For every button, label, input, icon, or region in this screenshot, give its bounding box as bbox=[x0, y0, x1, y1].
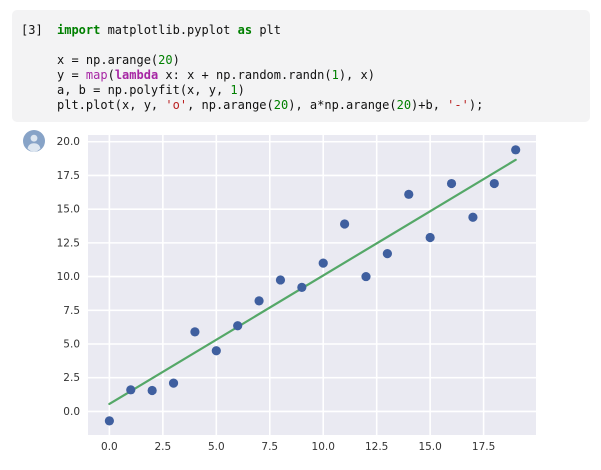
code-token: ) bbox=[237, 83, 245, 97]
code-token: 1 bbox=[331, 68, 339, 82]
code-token: as bbox=[237, 23, 253, 37]
code-token: 'o' bbox=[165, 98, 188, 112]
avatar-svg bbox=[23, 130, 45, 152]
code-token: matplotlib.pyplot bbox=[100, 23, 238, 37]
scatter-point bbox=[147, 385, 157, 396]
x-tick-label: 7.5 bbox=[261, 441, 278, 453]
code-token: import bbox=[57, 23, 101, 37]
code-token: ), a*np.arange( bbox=[288, 98, 397, 112]
x-tick-label: 0.0 bbox=[101, 441, 118, 453]
scatter-point bbox=[318, 258, 328, 268]
code-token: 1 bbox=[230, 83, 238, 97]
code-line bbox=[57, 38, 582, 53]
code-token: ( bbox=[107, 68, 115, 82]
scatter-point bbox=[489, 178, 499, 189]
code-token: map bbox=[85, 68, 108, 82]
x-tick-label: 12.5 bbox=[365, 441, 388, 453]
scatter-point bbox=[446, 178, 457, 189]
code-token: ) bbox=[172, 53, 180, 67]
scatter-point bbox=[233, 321, 243, 331]
scatter-point bbox=[361, 271, 371, 282]
code-token: 20 bbox=[273, 98, 289, 112]
fit-line bbox=[108, 158, 517, 406]
y-tick-label: 10.0 bbox=[57, 271, 80, 283]
code-token: 20 bbox=[158, 53, 173, 67]
scatter-point bbox=[297, 282, 307, 292]
code-cell[interactable]: [3] import matplotlib.pyplot as plt x = … bbox=[12, 10, 590, 122]
scatter-point bbox=[468, 212, 478, 222]
matplotlib-chart: 0.0 2.5 5.0 7.5 10.0 12.5 15.0 17.5 20.0 0.0 2.5 5.… bbox=[57, 135, 536, 453]
code-token: ); bbox=[468, 98, 484, 112]
code-token: , np.arange( bbox=[187, 98, 274, 112]
code-line: x = np.arange(20) bbox=[57, 53, 582, 68]
code-token: ), x) bbox=[338, 68, 375, 82]
scatter-point bbox=[425, 232, 435, 243]
code-token: y = bbox=[57, 68, 86, 82]
y-tick-label: 0.0 bbox=[63, 406, 80, 418]
scatter-point bbox=[104, 416, 114, 426]
code-line: y = map(lambda x: x + np.random.randn(1)… bbox=[57, 68, 582, 83]
scatter-point bbox=[190, 327, 200, 337]
code-token: 20 bbox=[396, 98, 412, 112]
x-tick-label: 15.0 bbox=[418, 441, 441, 453]
output-area: 0.0 2.5 5.0 7.5 10.0 12.5 15.0 17.5 20.0 0.0 2.5 5.… bbox=[0, 122, 601, 470]
code-token: a, b = np.polyfit(x, y, bbox=[57, 83, 231, 97]
code-token: x = np.arange( bbox=[57, 53, 159, 67]
y-tick-label: 5.0 bbox=[63, 338, 80, 350]
execution-count: [3] bbox=[21, 23, 43, 37]
x-tick-label: 5.0 bbox=[208, 441, 225, 453]
code-token: lambda bbox=[114, 68, 159, 82]
scatter-point bbox=[404, 189, 414, 199]
y-tick-label: 2.5 bbox=[63, 372, 80, 384]
y-tick-label: 20.0 bbox=[57, 136, 80, 148]
scatter-point bbox=[126, 385, 136, 395]
x-tick-label: 17.5 bbox=[472, 441, 495, 453]
scatter-point bbox=[168, 378, 179, 388]
y-tick-label: 12.5 bbox=[57, 237, 80, 249]
scatter-point bbox=[211, 346, 221, 356]
code-token: x: x + np.random.randn( bbox=[158, 68, 332, 82]
code-editor[interactable]: import matplotlib.pyplot as plt x = np.a… bbox=[57, 23, 582, 113]
y-tick-label: 15.0 bbox=[57, 204, 80, 216]
user-avatar-icon bbox=[23, 130, 45, 152]
code-token: '-' bbox=[447, 98, 469, 112]
code-line: a, b = np.polyfit(x, y, 1) bbox=[57, 83, 582, 98]
scatter-point bbox=[254, 296, 264, 306]
scatter-point bbox=[511, 145, 521, 155]
y-tick-label: 17.5 bbox=[57, 170, 80, 182]
x-tick-label: 10.0 bbox=[312, 441, 335, 453]
scatter-point bbox=[275, 275, 286, 285]
scatter-point bbox=[340, 219, 350, 229]
y-tick-label: 7.5 bbox=[63, 305, 80, 317]
code-token: plt bbox=[252, 23, 281, 37]
code-line: plt.plot(x, y, 'o', np.arange(20), a*np.… bbox=[57, 98, 582, 113]
code-token: )+b, bbox=[411, 98, 448, 112]
x-tick-label: 2.5 bbox=[154, 441, 171, 453]
code-token: plt.plot(x, y, bbox=[57, 98, 166, 112]
scatter-point bbox=[382, 249, 392, 259]
code-line: import matplotlib.pyplot as plt bbox=[57, 23, 582, 38]
